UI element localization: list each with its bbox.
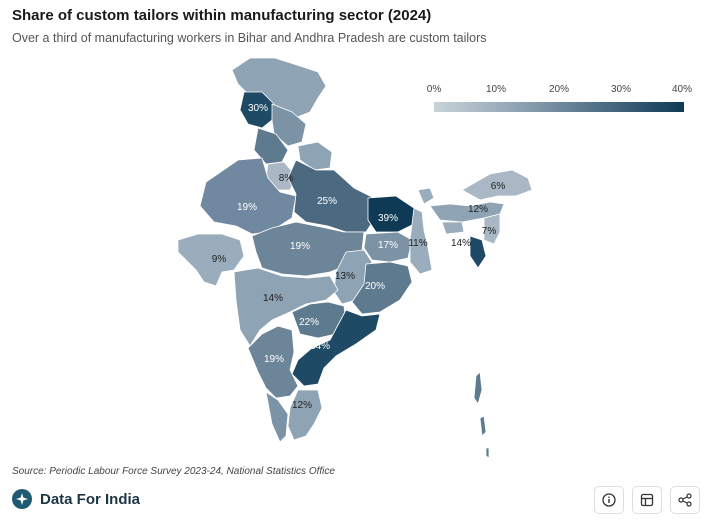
state-tamil-nadu[interactable] bbox=[287, 389, 323, 441]
state-label: 12% bbox=[468, 204, 488, 215]
state-label: 19% bbox=[264, 354, 284, 365]
state-west-bengal[interactable] bbox=[409, 207, 433, 275]
legend-tick: 0% bbox=[426, 84, 442, 95]
state-jharkhand[interactable] bbox=[363, 231, 413, 263]
state-gujarat[interactable] bbox=[177, 233, 245, 287]
legend-tick: 30% bbox=[610, 84, 632, 95]
state-kerala[interactable] bbox=[265, 391, 289, 443]
color-legend: 0% 10% 20% 30% 40% bbox=[426, 84, 692, 120]
legend-tick: 10% bbox=[485, 84, 507, 95]
share-icon bbox=[678, 493, 692, 507]
state-maharashtra[interactable] bbox=[233, 267, 339, 347]
state-label: 34% bbox=[310, 341, 330, 352]
source-note: Source: Periodic Labour Force Survey 202… bbox=[12, 466, 335, 477]
state-punjab[interactable] bbox=[239, 91, 275, 129]
state-label: 17% bbox=[378, 240, 398, 251]
legend-tick: 40% bbox=[671, 84, 693, 95]
state-assam[interactable] bbox=[429, 201, 505, 223]
brand-logo-icon bbox=[12, 489, 32, 509]
state-label: 19% bbox=[290, 241, 310, 252]
state-rajasthan[interactable] bbox=[199, 157, 297, 235]
legend-tick: 20% bbox=[548, 84, 570, 95]
state-andhra-pradesh[interactable] bbox=[291, 309, 381, 387]
state-odisha[interactable] bbox=[351, 261, 413, 315]
state-label: 30% bbox=[248, 103, 268, 114]
state-label: 14% bbox=[451, 238, 471, 249]
brand-name: Data For India bbox=[40, 490, 141, 508]
state-andaman[interactable] bbox=[473, 371, 483, 405]
state-label: 9% bbox=[212, 254, 227, 265]
state-meghalaya[interactable] bbox=[441, 221, 465, 235]
state-label: 7% bbox=[482, 226, 497, 237]
state-nicobar[interactable] bbox=[479, 415, 490, 459]
state-label: 13% bbox=[335, 271, 355, 282]
state-labels: 30% 8% 19% 25% 39% 9% 19% 17% 11% 13% 20… bbox=[212, 103, 506, 411]
state-label: 22% bbox=[299, 317, 319, 328]
table-icon bbox=[640, 493, 654, 507]
state-label: 8% bbox=[279, 173, 294, 184]
info-button[interactable] bbox=[594, 486, 624, 514]
state-nagaland-manipur[interactable] bbox=[483, 213, 501, 245]
state-sikkim[interactable] bbox=[417, 187, 435, 205]
chart-subtitle: Over a third of manufacturing workers in… bbox=[12, 31, 487, 45]
state-label: 25% bbox=[317, 196, 337, 207]
legend-gradient-bar bbox=[434, 102, 684, 112]
state-label: 39% bbox=[378, 213, 398, 224]
share-button[interactable] bbox=[670, 486, 700, 514]
state-bihar[interactable] bbox=[367, 195, 415, 233]
state-karnataka[interactable] bbox=[247, 325, 299, 399]
state-label: 19% bbox=[237, 202, 257, 213]
info-icon bbox=[602, 493, 616, 507]
state-label: 14% bbox=[263, 293, 283, 304]
state-label: 6% bbox=[491, 181, 506, 192]
state-label: 12% bbox=[292, 400, 312, 411]
chart-title: Share of custom tailors within manufactu… bbox=[12, 7, 432, 24]
table-button[interactable] bbox=[632, 486, 662, 514]
state-label: 20% bbox=[365, 281, 385, 292]
brand[interactable]: Data For India bbox=[12, 488, 140, 510]
state-himachal[interactable] bbox=[271, 103, 307, 147]
state-label: 11% bbox=[408, 238, 427, 249]
state-tripura-mizoram[interactable] bbox=[469, 235, 487, 269]
legend-ticks: 0% 10% 20% 30% 40% bbox=[426, 84, 692, 98]
state-arunachal[interactable] bbox=[461, 169, 533, 201]
state-uttarakhand[interactable] bbox=[297, 141, 333, 171]
